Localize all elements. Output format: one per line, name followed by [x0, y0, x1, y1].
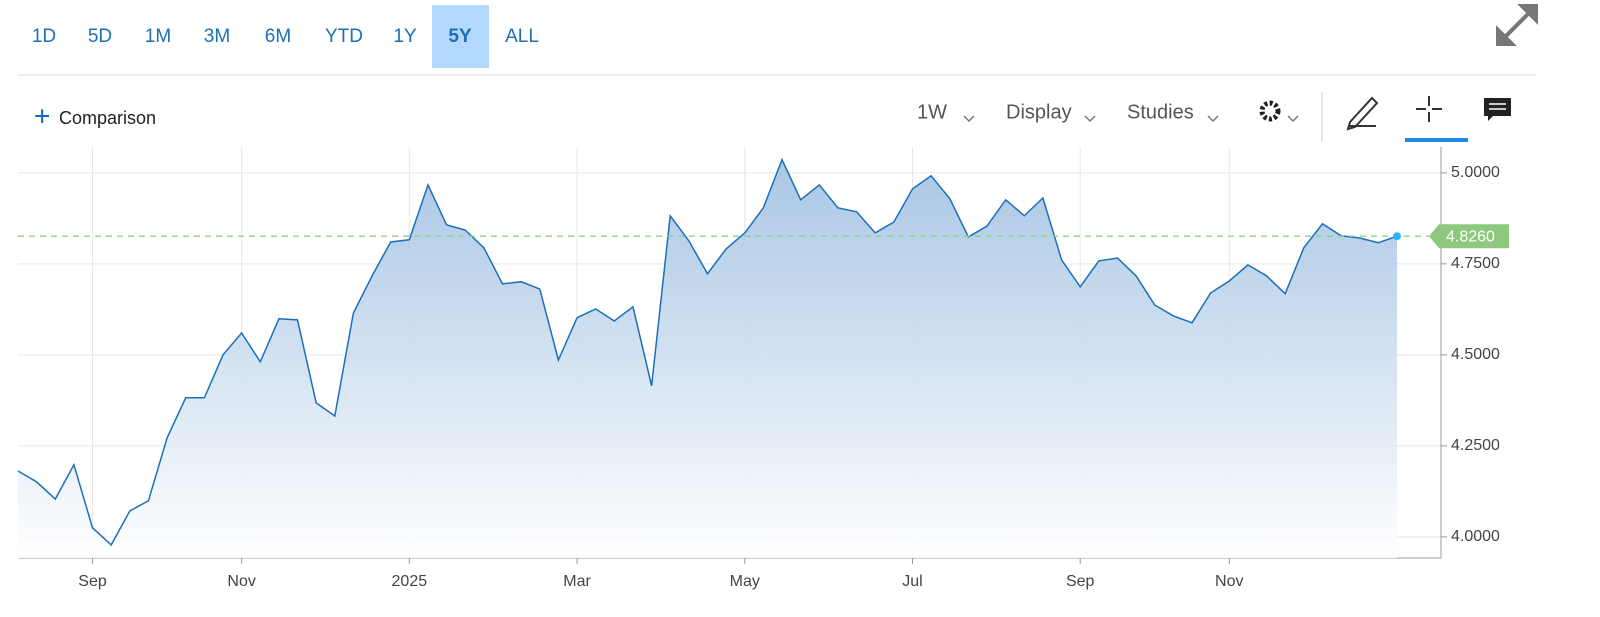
last-price-label: 4.8260 [1446, 228, 1495, 245]
range-button[interactable]: 1M [145, 26, 171, 47]
range-button[interactable]: YTD [325, 26, 363, 47]
range-button[interactable]: 6M [265, 26, 291, 47]
dropdown-chevrons [963, 115, 1299, 123]
display-button[interactable]: Display [1006, 101, 1072, 123]
x-tick-label: Sep [1066, 573, 1095, 590]
x-tick-label: 2025 [392, 573, 428, 590]
range-button[interactable]: 5D [88, 26, 112, 47]
expand-icon[interactable] [1496, 3, 1538, 46]
y-tick-label: 4.2500 [1451, 437, 1500, 454]
comment-icon[interactable] [1484, 98, 1511, 121]
range-button[interactable]: 3M [204, 26, 230, 47]
x-tick-label: May [730, 573, 760, 590]
y-tick-label: 4.0000 [1451, 528, 1500, 545]
last-price-tag [1429, 224, 1509, 249]
active-range-bg [432, 5, 489, 68]
plus-icon[interactable]: + [34, 100, 50, 131]
range-button[interactable]: ALL [505, 26, 539, 47]
x-tick-label: Nov [1215, 573, 1243, 590]
range-button[interactable]: 5Y [448, 26, 472, 47]
y-tick-label: 4.7500 [1451, 255, 1500, 272]
y-tick-label: 4.5000 [1451, 346, 1500, 363]
x-tick-label: Sep [78, 573, 107, 590]
x-tick-label: Jul [902, 573, 922, 590]
x-tick-label: Mar [563, 573, 591, 590]
area [18, 159, 1397, 558]
draw-icon[interactable] [1346, 96, 1379, 131]
settings-icon[interactable] [1259, 100, 1281, 122]
x-tick-label: Nov [227, 573, 255, 590]
last-point [1393, 232, 1401, 241]
y-tick-label: 5.0000 [1451, 164, 1500, 181]
studies-button[interactable]: Studies [1127, 101, 1194, 123]
comparison-button[interactable]: Comparison [59, 108, 156, 128]
crosshair-icon[interactable] [1416, 96, 1442, 122]
line [17, 157, 1398, 547]
range-button[interactable]: 1D [32, 26, 56, 47]
range-button[interactable]: 1Y [393, 26, 417, 47]
active-tool-indicator [1405, 138, 1468, 142]
interval-button[interactable]: 1W [917, 101, 947, 123]
